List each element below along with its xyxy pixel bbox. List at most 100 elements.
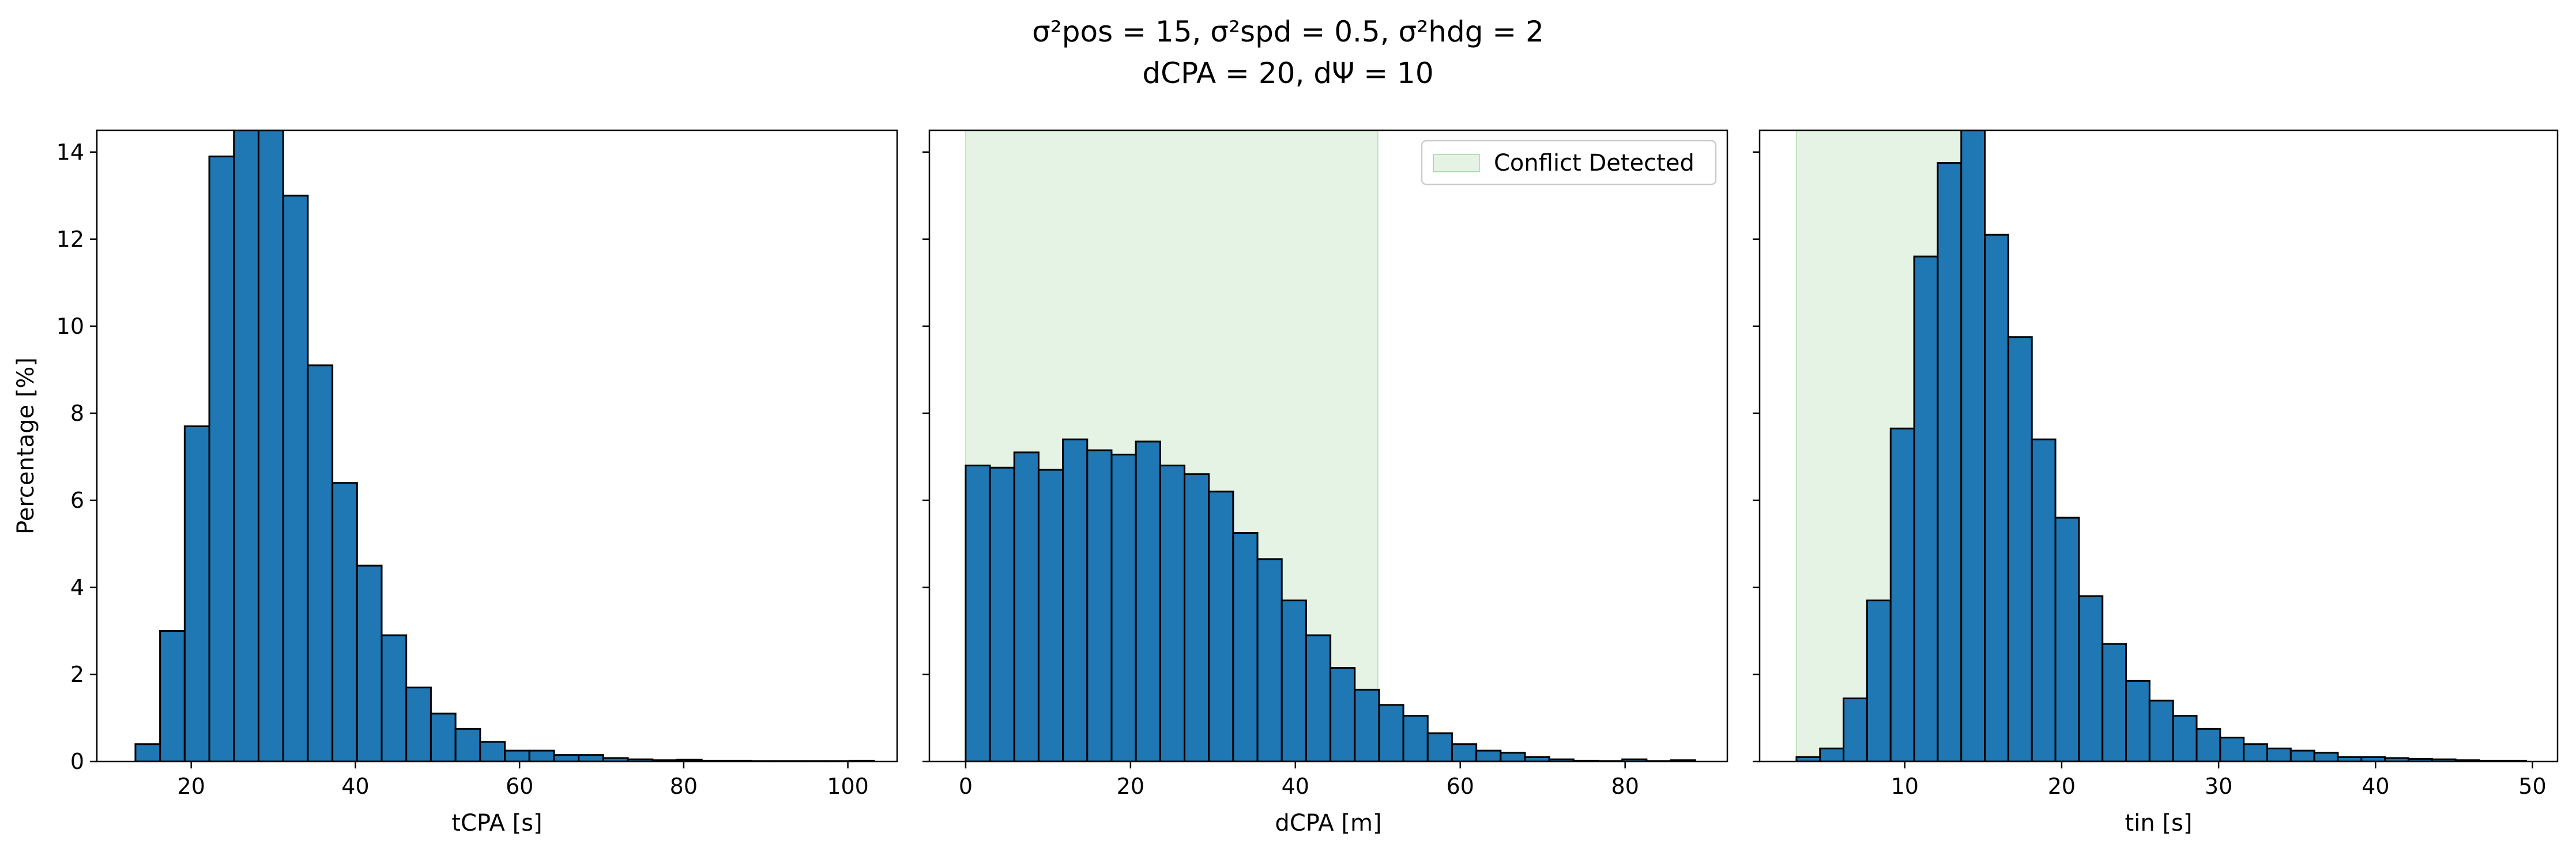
bar [2313, 752, 2339, 761]
subplot-tin: 10 20 30 40 50 tin [s] [1753, 129, 2559, 836]
bar [1037, 469, 1064, 761]
figure-title-line-2: dCPA = 20, dΨ = 10 [1142, 56, 1433, 90]
bar [2148, 699, 2174, 761]
bar [1960, 130, 1986, 761]
y-tick-label: 4 [70, 575, 84, 600]
bar [356, 564, 383, 761]
bar [307, 364, 334, 761]
y-tick-label: 6 [70, 488, 84, 513]
x-tick-label: 80 [670, 774, 698, 799]
bar [1426, 732, 1453, 761]
plot-area [1795, 130, 2528, 761]
bar [1475, 749, 1502, 761]
y-tick-label: 14 [57, 140, 84, 165]
axes-frame [1758, 129, 2559, 763]
y-tick-label: 12 [57, 227, 84, 252]
bar [1184, 473, 1210, 761]
bar [282, 194, 309, 761]
bar [159, 629, 186, 761]
bar [454, 727, 481, 761]
y-tick-label: 0 [70, 749, 84, 774]
y-tick-label: 2 [70, 662, 84, 687]
bar [1819, 747, 1845, 761]
bar [405, 687, 432, 761]
bar [1305, 634, 1332, 761]
x-tick-label: 40 [341, 774, 369, 799]
bar [1913, 255, 1939, 761]
axes-frame [96, 129, 898, 763]
bar [2125, 680, 2151, 761]
bar [1378, 704, 1404, 761]
bar [2266, 747, 2292, 761]
bar [2172, 715, 2198, 761]
bar [134, 743, 161, 761]
subplot-tcpa: 20 40 60 80 100 0 2 4 6 8 10 12 14 tCPA [s] Percentage… [13, 129, 898, 836]
x-tick-label: 10 [1891, 774, 1919, 799]
x-axis-label: tCPA [s] [451, 810, 542, 836]
x-tick-label: 60 [506, 774, 533, 799]
bar [1937, 162, 1963, 761]
legend-swatch [1433, 154, 1480, 172]
bar [381, 634, 408, 761]
bar [1135, 440, 1161, 761]
bar [1402, 715, 1429, 761]
y-tick-label: 8 [70, 401, 84, 426]
legend: Conflict Detected [1421, 140, 1717, 186]
bar [528, 749, 555, 761]
bar [1208, 491, 1234, 761]
bar [208, 155, 235, 761]
bar [2102, 643, 2127, 761]
bar [1984, 233, 2009, 761]
bar [1889, 427, 1915, 761]
bar [2054, 517, 2080, 761]
x-tick-label: 20 [1117, 774, 1144, 799]
bar [1281, 600, 1307, 761]
bar [1354, 688, 1380, 761]
bar [1110, 454, 1137, 761]
y-tick-label: 10 [57, 314, 84, 339]
x-tick-label: 20 [2048, 774, 2076, 799]
x-tick-label: 50 [2518, 774, 2546, 799]
plot-area [965, 130, 1696, 761]
x-tick-label: 100 [827, 774, 869, 799]
legend-label: Conflict Detected [1494, 150, 1694, 176]
bar [479, 741, 506, 761]
bar [183, 425, 210, 761]
bar [578, 754, 604, 761]
bar [553, 754, 580, 761]
bar [1086, 449, 1113, 761]
legend-box [1421, 140, 1717, 186]
bar [2289, 749, 2315, 761]
bar [1013, 451, 1040, 761]
x-tick-label: 40 [1282, 774, 1309, 799]
x-tick-label: 30 [2205, 774, 2232, 799]
bar [1330, 667, 1356, 761]
bar [1232, 532, 1259, 761]
x-tick-label: 60 [1447, 774, 1474, 799]
plot-area [134, 130, 875, 761]
x-tick-label: 80 [1611, 774, 1639, 799]
axes-frame [928, 129, 1728, 763]
bar [332, 482, 358, 761]
x-axis-label: tin [s] [2125, 810, 2193, 836]
bar [1159, 464, 1186, 761]
bar [2031, 438, 2057, 761]
bar [1451, 743, 1478, 761]
x-axis-label: dCPA [m] [1275, 810, 1381, 836]
bar [2195, 727, 2221, 761]
bar [1256, 558, 1283, 761]
x-tick-label: 20 [178, 774, 205, 799]
bar [1866, 600, 1892, 761]
bar [2078, 595, 2104, 761]
subplot-dcpa: 0 20 40 60 80 dCPA [m] Conflict Detected [922, 129, 1728, 836]
figure-title-line-1: σ²pos = 15, σ²spd = 0.5, σ²hdg = 2 [1032, 15, 1544, 48]
bar [989, 466, 1015, 761]
bar [1062, 438, 1089, 761]
bar [1500, 752, 1526, 761]
bar [2219, 736, 2245, 761]
bar [2243, 743, 2268, 761]
y-axis-label: Percentage [%] [13, 357, 39, 534]
bar [965, 464, 991, 761]
bar [2007, 336, 2033, 761]
